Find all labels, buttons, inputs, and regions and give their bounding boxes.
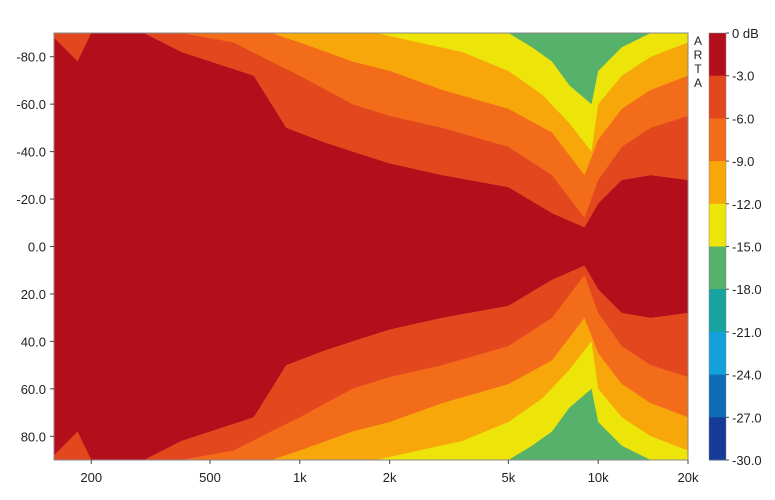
watermark-letter: R	[694, 48, 703, 62]
y-tick-label: 80.0	[21, 429, 46, 444]
y-tick-label: 20.0	[21, 287, 46, 302]
colorbar-label: -18.0	[732, 282, 762, 297]
x-tick-label: 500	[199, 470, 221, 485]
contour-lower-level-12	[376, 341, 688, 460]
contour-upper-level-12	[376, 33, 688, 152]
x-tick-label: 10k	[588, 470, 609, 485]
contour-lower-level-15	[508, 388, 688, 460]
x-tick-label: 2k	[383, 470, 397, 485]
colorbar-swatch	[709, 289, 726, 333]
y-tick-label: -20.0	[16, 192, 46, 207]
colorbar-swatch	[709, 203, 726, 247]
colorbar-swatch	[709, 417, 726, 461]
colorbar-swatch	[709, 331, 726, 376]
y-tick-label: -80.0	[16, 50, 46, 65]
colorbar-label: -9.0	[732, 154, 754, 169]
colorbar-swatch	[709, 374, 726, 418]
colorbar-swatch	[709, 161, 726, 205]
y-tick-label: 60.0	[21, 382, 46, 397]
y-tick-label: -40.0	[16, 145, 46, 160]
colorbar-label: -12.0	[732, 197, 762, 212]
colorbar-swatch	[709, 75, 726, 119]
x-tick-label: 200	[80, 470, 102, 485]
y-tick-label: 40.0	[21, 334, 46, 349]
colorbar-label: -24.0	[732, 368, 762, 383]
colorbar-label: -6.0	[732, 111, 754, 126]
colorbar: 0 dB -3.0 -6.0 -9.0 -12.0 -15.0 -18.0 -21.0 -24.…	[708, 26, 762, 468]
colorbar-label: 0 dB	[732, 26, 759, 41]
watermark-letter: T	[694, 62, 702, 76]
colorbar-swatch	[709, 118, 726, 162]
contour-upper-level-15	[508, 33, 688, 105]
x-tick-label: 5k	[502, 470, 516, 485]
colorbar-label: -27.0	[732, 410, 762, 425]
heatmap-plot-area	[54, 33, 688, 460]
colorbar-swatch	[709, 33, 726, 77]
x-tick-label: 1k	[293, 470, 307, 485]
y-tick-label: 0.0	[28, 240, 46, 255]
colorbar-label: -21.0	[732, 325, 762, 340]
colorbar-swatch	[709, 246, 726, 290]
x-tick-label: 20k	[678, 470, 699, 485]
axes: -80.0 -60.0 -40.0 -20.0 0.0 20.0 40.0 60.0 80.0 2…	[16, 32, 699, 485]
colorbar-label: -15.0	[732, 240, 762, 255]
colorbar-label: -30.0	[732, 453, 762, 468]
watermark-letter: A	[694, 34, 702, 48]
watermark-letter: A	[694, 76, 702, 90]
y-tick-label: -60.0	[16, 97, 46, 112]
colorbar-label: -3.0	[732, 69, 754, 84]
